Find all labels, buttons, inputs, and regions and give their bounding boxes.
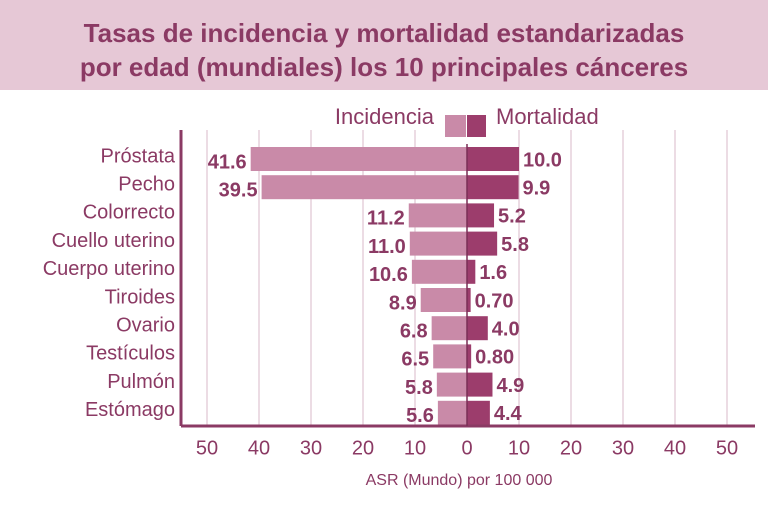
category-label: Estómago bbox=[85, 399, 175, 421]
incidence-value-label: 39.5 bbox=[219, 179, 258, 201]
incidence-value-label: 6.5 bbox=[401, 349, 429, 371]
mortality-bar bbox=[467, 259, 476, 284]
x-tick-label: 40 bbox=[664, 437, 686, 459]
chart-title: Tasas de incidencia y mortalidad estanda… bbox=[0, 16, 768, 84]
incidence-bar bbox=[431, 316, 467, 341]
category-label: Cuerpo uterino bbox=[43, 258, 175, 280]
mortality-value-label: 5.2 bbox=[498, 206, 526, 228]
x-tick-label: 0 bbox=[461, 437, 472, 459]
category-label: Tiroides bbox=[105, 286, 175, 308]
incidence-value-label: 10.6 bbox=[369, 264, 408, 286]
category-label: Cuello uterino bbox=[52, 230, 175, 252]
chart-title-line-1: Tasas de incidencia y mortalidad estanda… bbox=[83, 18, 685, 48]
legend-mortality-swatch bbox=[467, 115, 486, 137]
incidence-bar bbox=[420, 288, 467, 312]
x-tick-label: 50 bbox=[716, 437, 738, 459]
mortality-value-label: 0.70 bbox=[475, 290, 514, 312]
mortality-bar bbox=[467, 316, 488, 341]
mortality-value-label: 5.8 bbox=[501, 234, 529, 256]
x-tick-label: 50 bbox=[196, 437, 218, 459]
incidence-value-label: 8.9 bbox=[389, 292, 417, 314]
incidence-bar bbox=[408, 203, 467, 228]
category-label: Pulmón bbox=[107, 371, 175, 393]
x-tick-label: 20 bbox=[560, 437, 582, 459]
mortality-bar bbox=[467, 400, 490, 425]
x-tick-label: 30 bbox=[612, 437, 634, 459]
incidence-bar bbox=[436, 372, 467, 397]
category-label: Testículos bbox=[86, 343, 175, 365]
mortality-value-label: 9.9 bbox=[522, 177, 550, 199]
legend-incidence-swatch bbox=[445, 115, 466, 137]
category-label: Próstata bbox=[101, 145, 176, 167]
x-tick-label: 40 bbox=[248, 437, 270, 459]
mortality-value-label: 4.4 bbox=[494, 403, 523, 425]
mortality-bar bbox=[467, 288, 471, 312]
category-label: Pecho bbox=[118, 173, 175, 195]
title-band bbox=[0, 0, 768, 90]
incidence-value-label: 5.6 bbox=[406, 405, 434, 427]
category-label: Ovario bbox=[116, 314, 175, 336]
x-tick-label: 30 bbox=[300, 437, 322, 459]
mortality-value-label: 1.6 bbox=[479, 262, 507, 284]
incidence-bar bbox=[409, 231, 467, 256]
mortality-bar bbox=[467, 231, 498, 256]
incidence-bar bbox=[411, 259, 467, 284]
incidence-value-label: 6.8 bbox=[400, 320, 428, 342]
mortality-bar bbox=[467, 372, 493, 397]
mortality-value-label: 0.80 bbox=[475, 347, 514, 369]
mortality-bar bbox=[467, 175, 519, 200]
mortality-value-label: 4.0 bbox=[492, 318, 520, 340]
mortality-value-label: 4.9 bbox=[496, 375, 524, 397]
incidence-value-label: 11.0 bbox=[368, 236, 406, 258]
incidence-bar bbox=[433, 344, 467, 369]
incidence-bar bbox=[250, 147, 467, 171]
incidence-bar bbox=[261, 175, 467, 200]
x-tick-label: 10 bbox=[508, 437, 530, 459]
mortality-bar bbox=[467, 344, 472, 369]
x-tick-label: 20 bbox=[352, 437, 374, 459]
incidence-value-label: 11.2 bbox=[367, 208, 405, 230]
legend-mortality-label: Mortalidad bbox=[496, 104, 599, 129]
x-tick-label: 10 bbox=[404, 437, 426, 459]
legend-incidence-label: Incidencia bbox=[335, 104, 435, 129]
chart-title-line-2: por edad (mundiales) los 10 principales … bbox=[79, 52, 689, 82]
category-label: Colorrecto bbox=[83, 202, 175, 224]
mortality-bar bbox=[467, 203, 495, 228]
mortality-value-label: 10.0 bbox=[523, 149, 562, 171]
x-axis-label: ASR (Mundo) por 100 000 bbox=[366, 472, 553, 489]
mortality-bar bbox=[467, 147, 519, 171]
incidence-bar bbox=[437, 400, 467, 425]
incidence-value-label: 5.8 bbox=[405, 377, 433, 399]
incidence-value-label: 41.6 bbox=[208, 151, 247, 173]
